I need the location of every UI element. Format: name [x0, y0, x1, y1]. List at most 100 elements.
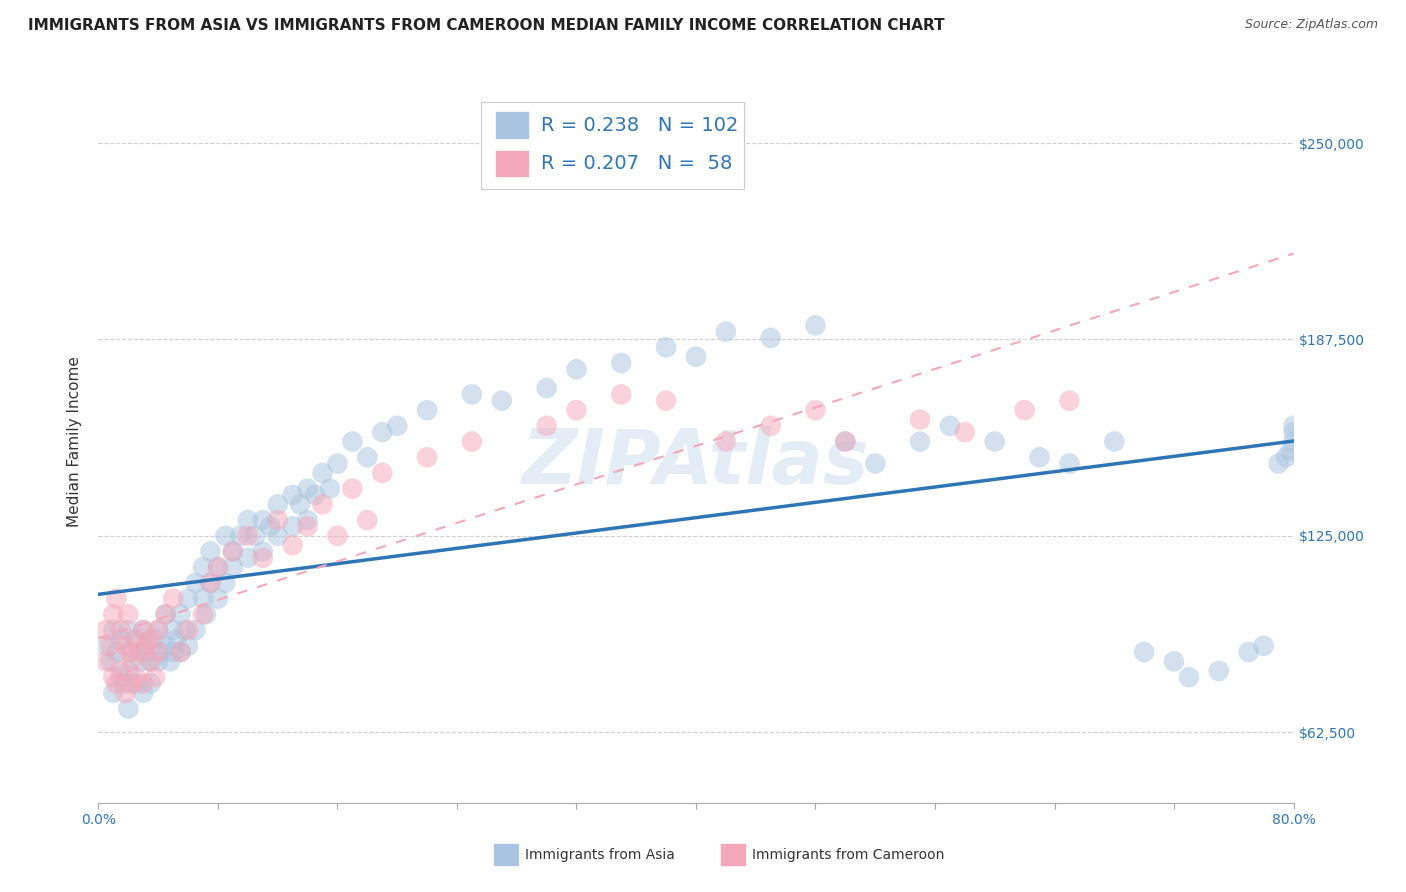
Point: [759, 331, 782, 345]
Point: [125, 676, 148, 690]
Point: [281, 538, 304, 552]
Point: [236, 513, 259, 527]
Point: [177, 623, 200, 637]
Point: [110, 632, 132, 647]
Point: [148, 655, 170, 669]
Point: [222, 544, 245, 558]
Point: [222, 544, 245, 558]
Point: [326, 529, 349, 543]
Point: [685, 350, 707, 364]
Point: [200, 575, 222, 590]
Point: [110, 623, 132, 637]
Point: [610, 387, 633, 401]
Point: [177, 591, 200, 606]
Point: [200, 575, 222, 590]
Bar: [494, 843, 519, 866]
Point: [297, 513, 319, 527]
Point: [304, 488, 326, 502]
Point: [120, 655, 142, 669]
Point: [94, 639, 117, 653]
Point: [191, 591, 214, 606]
Point: [252, 513, 274, 527]
Point: [267, 529, 290, 543]
Point: [184, 575, 207, 590]
Point: [117, 701, 139, 715]
Point: [174, 623, 197, 637]
Point: [132, 676, 155, 690]
Point: [139, 676, 162, 690]
Point: [125, 632, 148, 647]
Point: [371, 425, 394, 439]
Point: [132, 645, 155, 659]
Point: [169, 645, 191, 659]
Point: [200, 544, 222, 558]
Point: [655, 393, 678, 408]
Point: [162, 623, 184, 637]
Point: [759, 418, 782, 433]
Point: [1014, 403, 1036, 417]
Point: [162, 645, 184, 659]
Point: [94, 655, 117, 669]
Point: [536, 418, 558, 433]
Point: [281, 488, 304, 502]
Point: [191, 560, 214, 574]
Point: [1104, 434, 1126, 449]
Point: [120, 645, 142, 659]
Text: ZIPAtlas: ZIPAtlas: [522, 426, 870, 500]
Point: [150, 645, 173, 659]
Point: [105, 591, 128, 606]
Point: [252, 550, 274, 565]
Point: [536, 381, 558, 395]
Point: [229, 529, 252, 543]
Point: [191, 607, 214, 622]
Point: [169, 607, 191, 622]
Point: [326, 457, 349, 471]
Point: [1237, 645, 1260, 659]
Point: [319, 482, 342, 496]
Point: [143, 670, 166, 684]
Text: Immigrants from Asia: Immigrants from Asia: [524, 847, 675, 862]
Point: [565, 362, 588, 376]
Point: [148, 623, 170, 637]
Point: [105, 676, 128, 690]
Point: [155, 607, 177, 622]
Point: [1163, 655, 1185, 669]
Point: [908, 412, 931, 426]
Point: [143, 632, 166, 647]
Point: [110, 664, 132, 678]
Point: [953, 425, 976, 439]
Point: [311, 466, 333, 480]
Text: IMMIGRANTS FROM ASIA VS IMMIGRANTS FROM CAMEROON MEDIAN FAMILY INCOME CORRELATIO: IMMIGRANTS FROM ASIA VS IMMIGRANTS FROM …: [28, 18, 945, 33]
Point: [103, 607, 125, 622]
Point: [148, 645, 170, 659]
FancyBboxPatch shape: [481, 102, 744, 189]
Point: [165, 632, 187, 647]
Bar: [495, 150, 529, 178]
Point: [114, 686, 136, 700]
Point: [1133, 645, 1156, 659]
Point: [207, 591, 229, 606]
Point: [1267, 457, 1289, 471]
Point: [804, 318, 827, 333]
Point: [117, 664, 139, 678]
Point: [416, 450, 439, 465]
Point: [610, 356, 633, 370]
Point: [103, 623, 125, 637]
Bar: [495, 112, 529, 139]
Point: [297, 482, 319, 496]
Point: [207, 560, 229, 574]
Point: [139, 632, 162, 647]
Point: [222, 560, 245, 574]
Point: [371, 466, 394, 480]
Point: [94, 623, 117, 637]
Point: [129, 655, 152, 669]
Point: [103, 686, 125, 700]
Point: [1275, 450, 1298, 465]
Point: [132, 623, 155, 637]
Point: [117, 645, 139, 659]
Point: [129, 645, 152, 659]
Point: [259, 519, 281, 533]
Point: [288, 497, 311, 511]
Point: [1282, 425, 1305, 439]
Point: [461, 387, 484, 401]
